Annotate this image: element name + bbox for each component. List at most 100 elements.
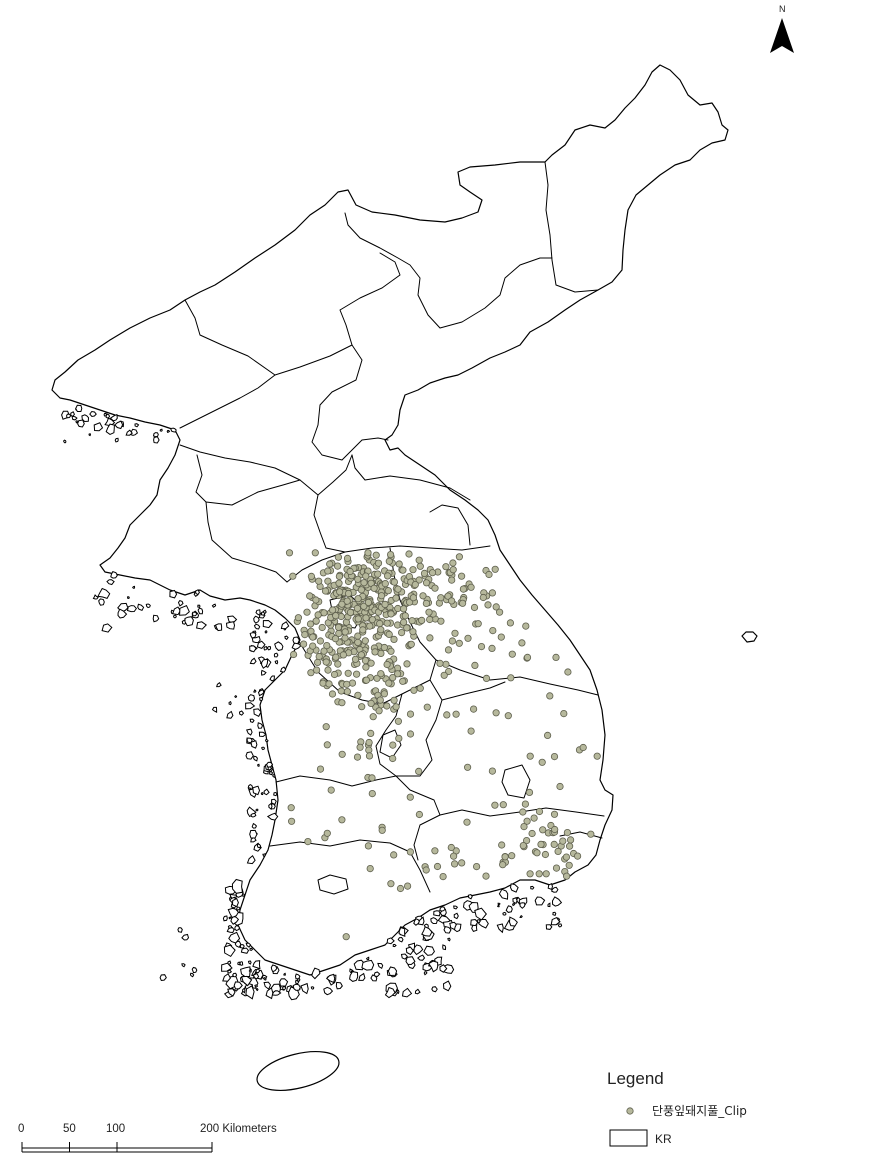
- island: [497, 902, 501, 906]
- island: [66, 413, 72, 419]
- distribution-point: [525, 788, 534, 797]
- island: [231, 878, 243, 894]
- island: [216, 681, 222, 688]
- distribution-point: [535, 807, 544, 816]
- island: [310, 986, 315, 990]
- island: [159, 974, 167, 982]
- distribution-point: [551, 825, 559, 834]
- island: [386, 937, 395, 945]
- island: [545, 924, 553, 930]
- distribution-point: [316, 637, 324, 645]
- island: [248, 969, 252, 973]
- distribution-point: [331, 635, 340, 643]
- island: [109, 413, 118, 422]
- distribution-point: [499, 861, 507, 869]
- distribution-point: [354, 638, 362, 647]
- distribution-point: [394, 585, 402, 593]
- distribution-point: [431, 584, 439, 592]
- distribution-point: [440, 671, 448, 679]
- island: [443, 926, 452, 934]
- distribution-point: [365, 746, 373, 754]
- island: [267, 646, 272, 651]
- island: [282, 985, 287, 991]
- distribution-point: [444, 646, 453, 654]
- distribution-point: [367, 699, 375, 708]
- province-boundary: [313, 494, 346, 553]
- island: [252, 972, 260, 980]
- province-boundary: [351, 454, 471, 501]
- distribution-point: [326, 560, 334, 568]
- distribution-point: [498, 841, 506, 849]
- coastal-islands: [61, 404, 563, 1001]
- island: [550, 886, 559, 893]
- legend-item-label: KR: [655, 1132, 672, 1146]
- island: [211, 706, 218, 714]
- island: [222, 915, 228, 922]
- distribution-point: [289, 572, 297, 580]
- island: [397, 936, 404, 943]
- city-boundary: [379, 729, 402, 759]
- island: [502, 911, 507, 916]
- island: [430, 917, 438, 925]
- island: [263, 977, 267, 981]
- island: [496, 923, 504, 934]
- distribution-point: [537, 840, 545, 849]
- island: [377, 962, 384, 970]
- distribution-point: [351, 655, 360, 663]
- island: [238, 710, 245, 716]
- distribution-point: [406, 793, 414, 801]
- distribution-point: [488, 589, 496, 597]
- distribution-point: [360, 602, 368, 610]
- distribution-point: [366, 864, 374, 873]
- distribution-point: [491, 801, 499, 809]
- island: [259, 696, 264, 702]
- distribution-point: [395, 734, 403, 743]
- scale-label: 0: [18, 1123, 25, 1135]
- island: [226, 927, 235, 934]
- distribution-point: [562, 853, 571, 861]
- island: [247, 694, 256, 702]
- island: [262, 619, 273, 629]
- distribution-point: [406, 848, 414, 856]
- distribution-point: [372, 551, 380, 559]
- distribution-point: [399, 605, 408, 613]
- distribution-point: [287, 817, 296, 825]
- island: [177, 600, 184, 607]
- island: [257, 689, 265, 697]
- island: [258, 731, 267, 738]
- island: [177, 927, 183, 933]
- distribution-point: [383, 619, 391, 627]
- distribution-point: [338, 750, 346, 758]
- distribution-point: [380, 643, 388, 652]
- island: [137, 603, 145, 612]
- island: [550, 916, 561, 926]
- island: [398, 926, 406, 937]
- distribution-point: [377, 670, 385, 678]
- island: [323, 986, 334, 996]
- island: [467, 894, 473, 900]
- distribution-point: [522, 622, 530, 630]
- island: [249, 947, 254, 951]
- island: [70, 411, 75, 417]
- distribution-point: [447, 597, 456, 605]
- distribution-point: [389, 741, 397, 749]
- distribution-point: [563, 828, 572, 837]
- distribution-point: [426, 634, 434, 642]
- distribution-point: [519, 841, 527, 850]
- distribution-point: [320, 647, 328, 655]
- distribution-point: [416, 562, 424, 570]
- island: [245, 942, 252, 948]
- island: [508, 916, 518, 927]
- island: [251, 635, 261, 644]
- distribution-point: [371, 648, 379, 656]
- island: [557, 923, 563, 928]
- distribution-point: [488, 767, 496, 775]
- island: [184, 616, 194, 627]
- island: [262, 853, 266, 858]
- distribution-point: [409, 594, 417, 602]
- island: [105, 423, 115, 435]
- distribution-point: [469, 705, 478, 713]
- island: [125, 429, 133, 436]
- distribution-point: [458, 859, 466, 867]
